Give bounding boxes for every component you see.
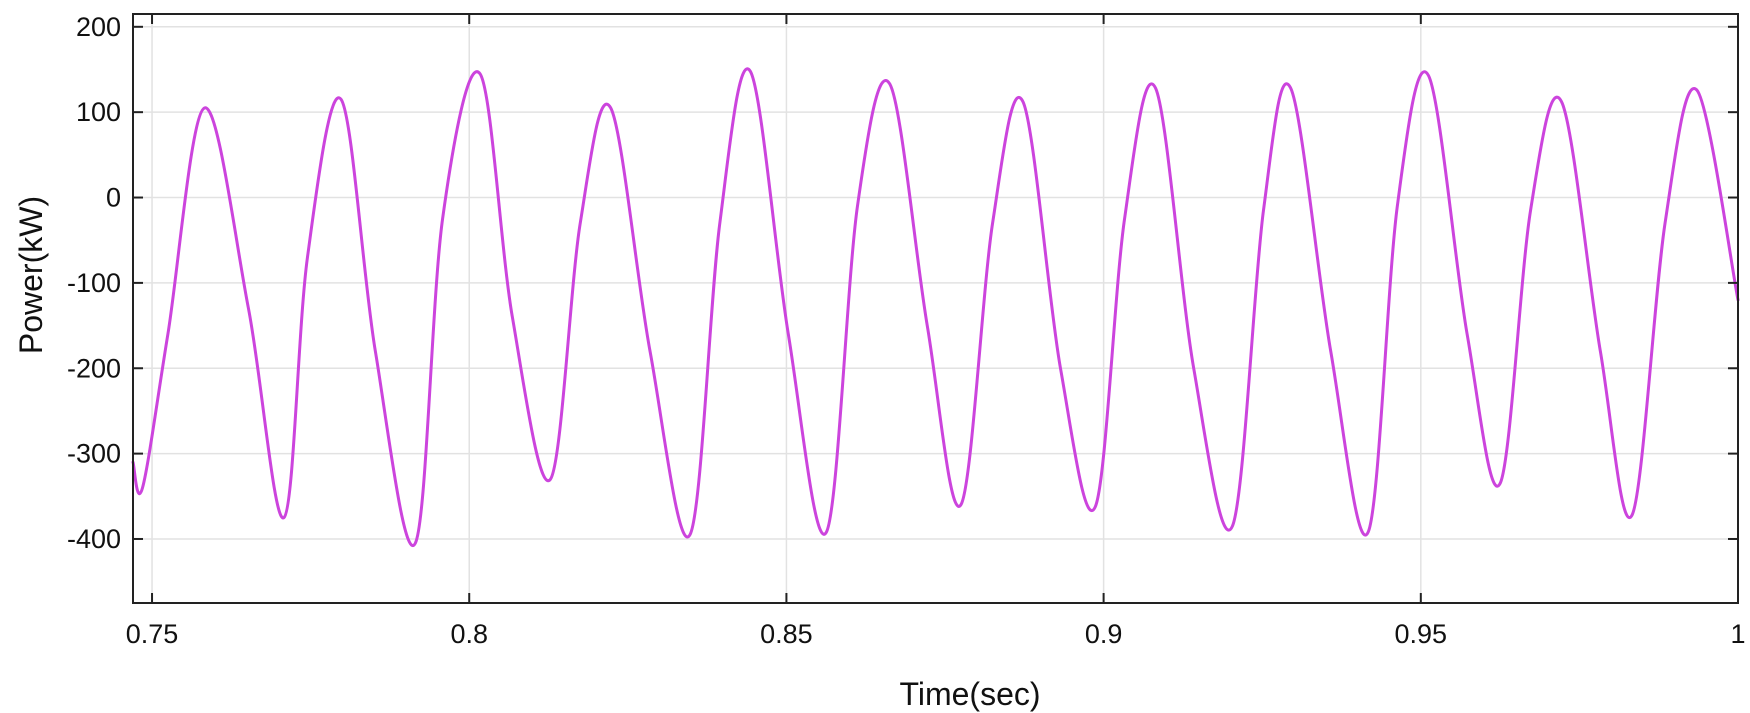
y-tick-label: -200 bbox=[67, 353, 121, 383]
y-tick-label: -400 bbox=[67, 524, 121, 554]
x-tick-label: 1 bbox=[1730, 619, 1745, 649]
y-tick-label: 100 bbox=[76, 97, 121, 127]
x-tick-label: 0.9 bbox=[1085, 619, 1123, 649]
y-axis-label: Power(kW) bbox=[13, 196, 49, 354]
x-tick-label: 0.75 bbox=[126, 619, 179, 649]
y-tick-label: -100 bbox=[67, 268, 121, 298]
y-tick-label: 0 bbox=[106, 183, 121, 213]
series-line-power bbox=[131, 67, 1740, 548]
x-tick-label: 0.95 bbox=[1395, 619, 1448, 649]
y-tick-label: 200 bbox=[76, 12, 121, 42]
axes-frame bbox=[132, 13, 1739, 604]
x-axis-label: Time(sec) bbox=[899, 676, 1040, 712]
plot-area bbox=[133, 14, 1738, 603]
series-layer bbox=[131, 67, 1740, 548]
tick-labels: 0.75 0.8 0.85 0.9 0.95 1 200 100 0 -100 -200 -300 -4… bbox=[67, 12, 1746, 649]
axes bbox=[132, 13, 1739, 604]
x-tick-label: 0.85 bbox=[760, 619, 813, 649]
x-tick-label: 0.8 bbox=[450, 619, 488, 649]
y-tick-label: -300 bbox=[67, 439, 121, 469]
plot-background bbox=[133, 14, 1738, 603]
